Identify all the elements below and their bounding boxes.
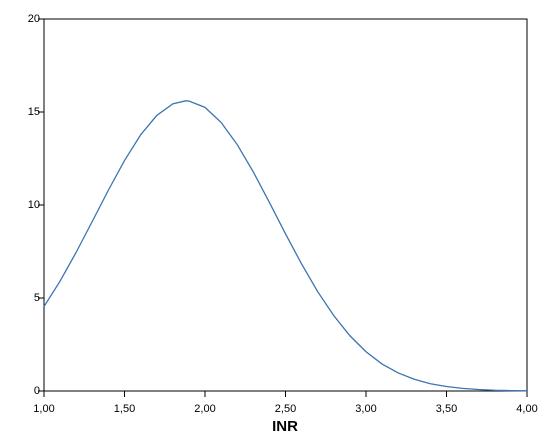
x-tick-label: 4,00 [516, 403, 537, 415]
x-tick-label: 1,50 [114, 403, 135, 415]
x-tick-label: 2,00 [194, 403, 215, 415]
x-tick-label: 3,00 [355, 403, 376, 415]
y-tick-label: 10 [28, 199, 40, 211]
x-tick-label: 3,50 [436, 403, 457, 415]
x-axis-label: INR [272, 418, 298, 435]
y-tick-label: 0 [34, 385, 40, 397]
x-tick-label: 2,50 [275, 403, 296, 415]
y-tick-label: 20 [28, 13, 40, 25]
y-tick-label: 5 [34, 292, 40, 304]
x-tick-label: 1,00 [33, 403, 54, 415]
line [43, 100, 528, 392]
plot-frame [43, 18, 528, 392]
y-tick-label: 15 [28, 106, 40, 118]
